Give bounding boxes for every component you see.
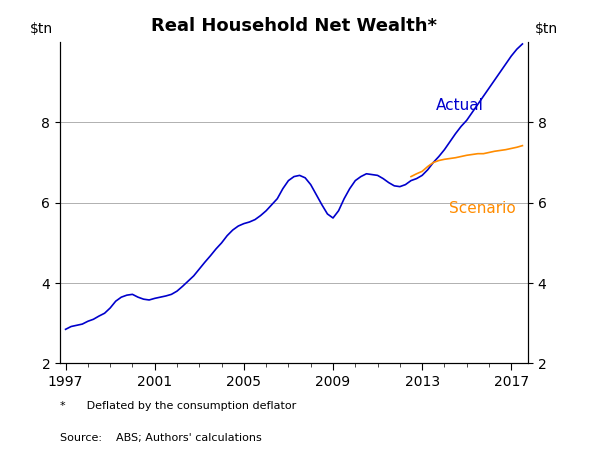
Text: $tn: $tn (29, 21, 53, 35)
Text: Scenario: Scenario (449, 201, 515, 216)
Text: Source:    ABS; Authors' calculations: Source: ABS; Authors' calculations (60, 433, 262, 443)
Text: Actual: Actual (436, 98, 484, 113)
Title: Real Household Net Wealth*: Real Household Net Wealth* (151, 17, 437, 35)
Text: $tn: $tn (535, 21, 559, 35)
Text: *      Deflated by the consumption deflator: * Deflated by the consumption deflator (60, 401, 296, 411)
